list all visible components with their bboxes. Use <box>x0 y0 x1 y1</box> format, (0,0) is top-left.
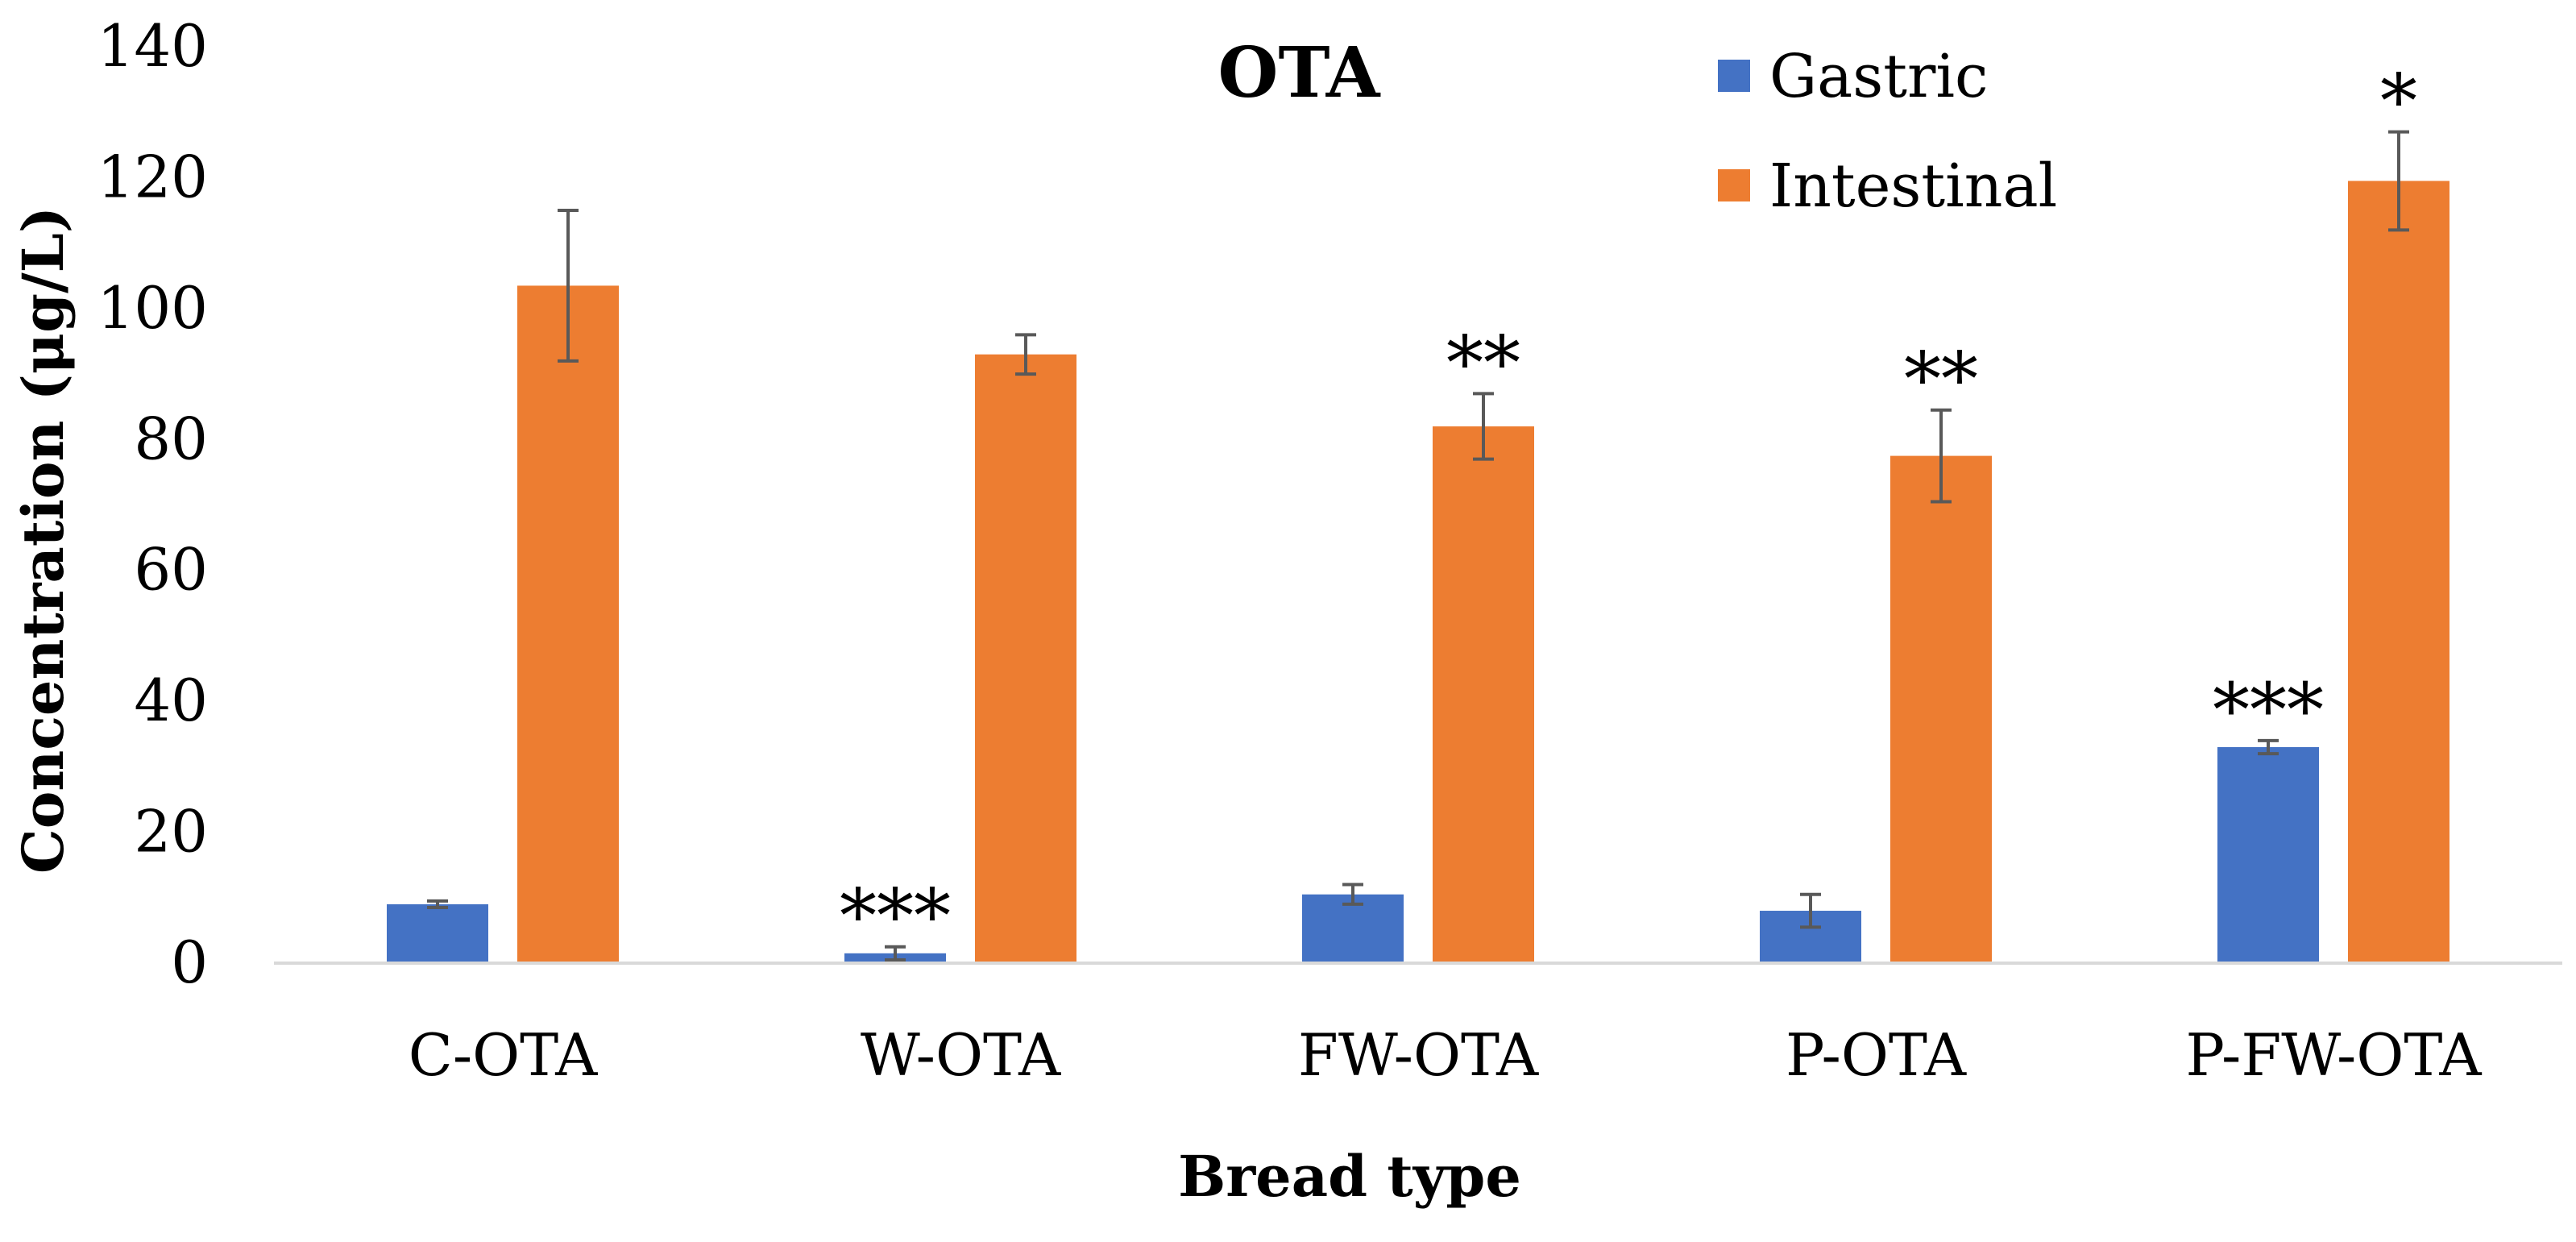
error-bar <box>1931 408 1952 504</box>
error-bar <box>2258 738 2279 756</box>
bar-intestinal-fw-ota <box>1433 426 1534 963</box>
error-bar <box>1342 883 1363 906</box>
bar-intestinal-c-ota <box>517 285 619 963</box>
bar-intestinal-p-ota <box>1890 455 1992 963</box>
x-axis-title: Bread type <box>1178 1143 1521 1210</box>
y-tick-label: 20 <box>134 798 208 866</box>
legend-swatch-gastric <box>1718 60 1750 92</box>
legend-label-gastric: Gastric <box>1769 42 1988 111</box>
bar-gastric-fw-ota <box>1302 894 1404 963</box>
y-tick-label: 120 <box>97 143 208 210</box>
significance-label: *** <box>840 874 951 960</box>
significance-label: ** <box>1904 337 1978 423</box>
chart-title: OTA <box>1218 32 1381 114</box>
x-tick-label: P-FW-OTA <box>2186 1021 2483 1089</box>
bar-intestinal-w-ota <box>975 354 1076 963</box>
x-tick-label: W-OTA <box>861 1021 1061 1089</box>
error-bar <box>1015 333 1036 376</box>
bar-gastric-c-ota <box>387 903 488 963</box>
y-tick-label: 60 <box>134 536 208 604</box>
legend: Gastric Intestinal <box>1718 42 2057 221</box>
significance-label: *** <box>2213 667 2324 754</box>
bar-gastric-p-fw-ota <box>2217 746 2319 963</box>
bar-intestinal-p-fw-ota <box>2348 181 2449 964</box>
error-bar <box>558 209 579 363</box>
y-tick-label: 40 <box>134 667 208 734</box>
y-tick-label: 140 <box>97 12 208 80</box>
y-tick-label: 0 <box>171 928 208 996</box>
significance-label: * <box>2380 59 2417 145</box>
y-axis-title: Concentration (μg/L) <box>10 206 77 874</box>
legend-label-intestinal: Intestinal <box>1769 152 2057 221</box>
error-bar <box>427 899 448 909</box>
error-bar <box>885 945 906 962</box>
y-tick-label: 100 <box>97 274 208 342</box>
legend-swatch-intestinal <box>1718 169 1750 201</box>
error-bar <box>1473 392 1494 461</box>
x-tick-label: C-OTA <box>409 1021 599 1089</box>
x-tick-label: P-OTA <box>1786 1021 1967 1089</box>
significance-label: ** <box>1446 320 1520 406</box>
error-bar <box>1800 892 1821 929</box>
error-bar <box>2388 130 2409 232</box>
x-tick-label: FW-OTA <box>1298 1021 1539 1089</box>
y-tick-label: 80 <box>134 405 208 472</box>
